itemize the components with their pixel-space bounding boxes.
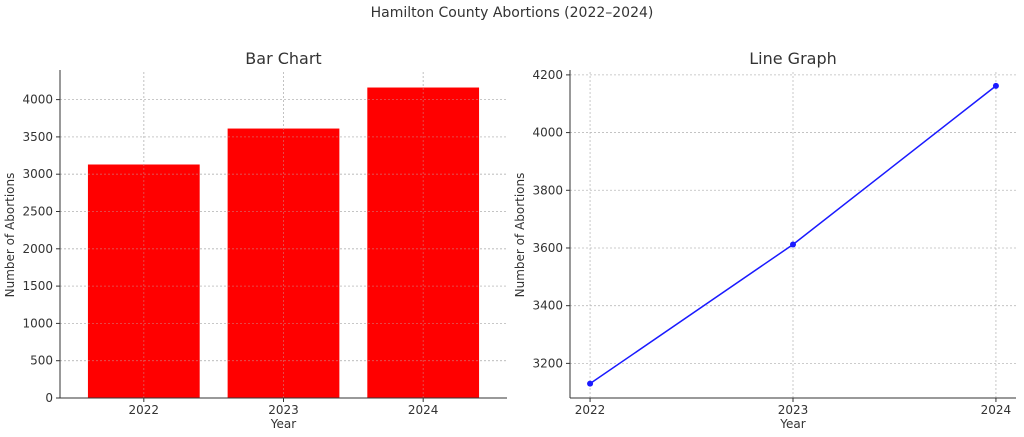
chart2-title: Line Graph (749, 49, 837, 68)
chart1-xtick-label-2: 2024 (408, 403, 439, 417)
chart2-ytick-label-3: 3800 (532, 183, 563, 197)
chart2-series-line (589, 85, 997, 385)
chart2-xlabel: Year (779, 417, 805, 431)
chart1-ytick-label-4: 2000 (22, 242, 53, 256)
chart1-bar-2024 (367, 87, 480, 398)
chart2-xtick-label-1: 2023 (778, 403, 809, 417)
chart1-ytick-label-8: 4000 (22, 93, 53, 107)
chart2-point-2022 (587, 380, 594, 387)
chart2-ytick-label-2: 3600 (532, 241, 563, 255)
chart1-ylabel: Number of Abortions (3, 173, 17, 298)
chart2-ytick-label-0: 3200 (532, 356, 563, 370)
chart1-title: Bar Chart (245, 49, 321, 68)
chart2-xtick-label-0: 2022 (575, 403, 606, 417)
chart1-ytick-label-0: 0 (45, 391, 53, 405)
chart2-point-2023 (790, 241, 796, 248)
chart2-ytick-label-4: 4000 (532, 126, 563, 140)
chart1-ytick-label-6: 3000 (22, 167, 53, 181)
chart1-ytick-label-2: 1000 (22, 316, 53, 330)
chart1-xlabel: Year (270, 417, 296, 431)
chart1-ytick-label-7: 3500 (22, 130, 53, 144)
chart2-point-2024 (992, 82, 999, 89)
chart1-ytick-label-5: 2500 (22, 205, 53, 219)
chart2-ytick-label-1: 3400 (532, 299, 563, 313)
chart1-ytick-label-1: 500 (30, 354, 53, 368)
chart1-ytick-label-3: 1500 (22, 279, 53, 293)
chart2-ytick-label-5: 4200 (532, 68, 563, 82)
figure-title: Hamilton County Abortions (2022–2024) (370, 5, 654, 21)
chart2-ylabel: Number of Abortions (513, 173, 527, 298)
chart2-xtick-label-2: 2024 (981, 403, 1012, 417)
chart1-xtick-label-0: 2022 (129, 403, 160, 417)
chart1-xtick-label-1: 2023 (268, 403, 299, 417)
